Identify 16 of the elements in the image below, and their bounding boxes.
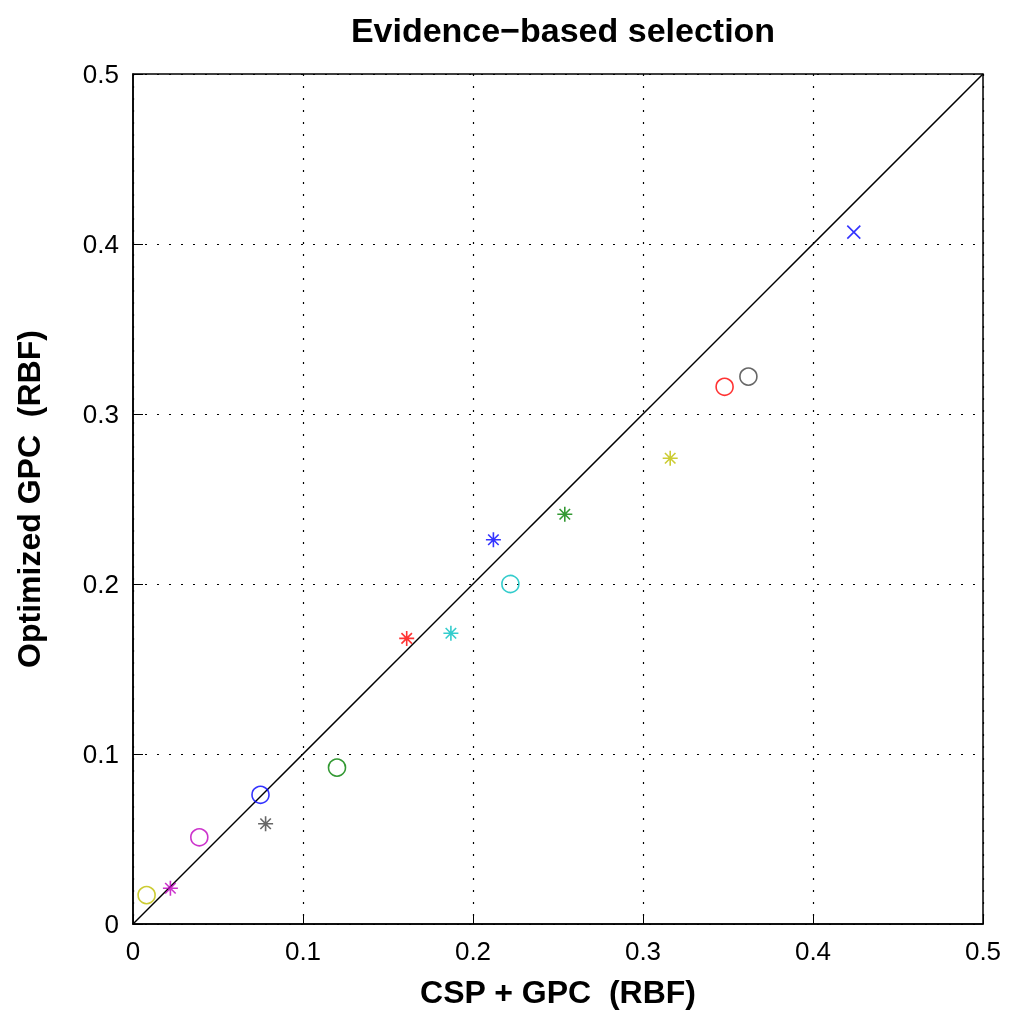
x-tick-label: 0.1 [284,936,322,966]
y-tick-label: 0.4 [82,229,119,259]
x-tick-label: 0.5 [964,936,1002,966]
y-axis-title: Optimized GPC (RBF) [11,330,47,668]
point [846,224,862,240]
y-tick-label: 0.3 [82,399,119,429]
x-tick-label: 0.3 [624,936,662,966]
y-tick-label: 0.1 [82,739,119,769]
x-tick-label: 0.4 [794,936,832,966]
y-tick-label: 0.2 [82,569,119,599]
y-tick-label: 0 [104,909,119,939]
x-tick-label: 0.2 [454,936,492,966]
chart-title: Evidence−based selection [350,11,776,49]
x-tick-label: 0 [125,936,141,966]
y-tick-label: 0.5 [82,59,119,89]
x-axis-title: CSP + GPC (RBF) [420,974,696,1010]
